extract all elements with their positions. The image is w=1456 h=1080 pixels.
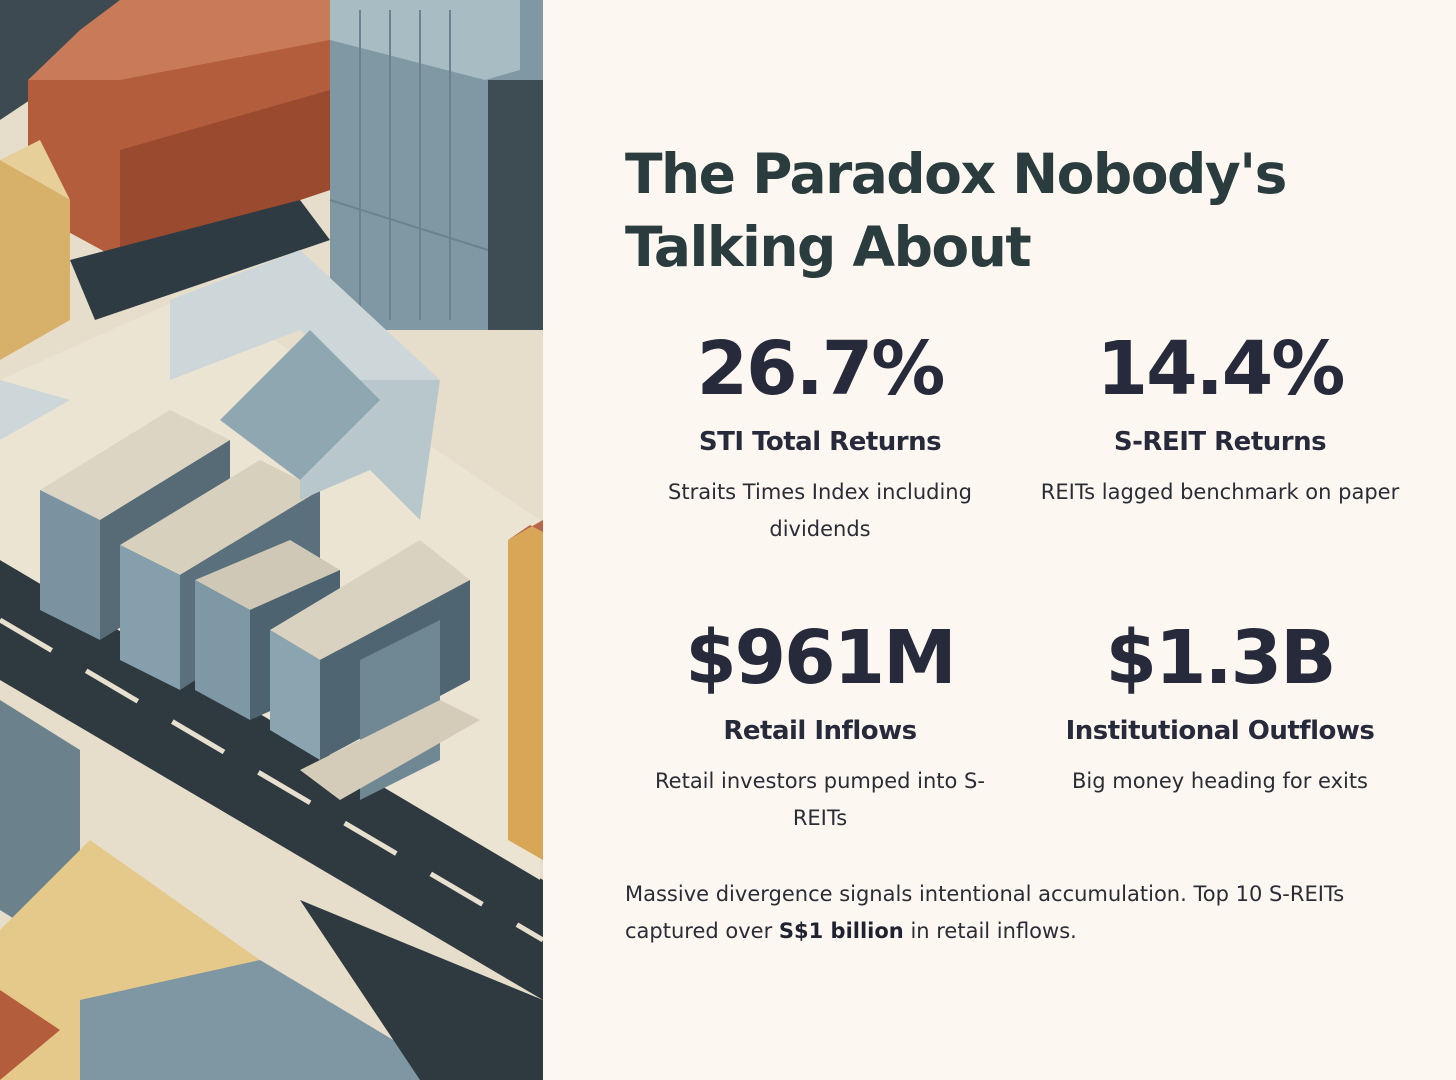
stat-value: $1.3B [1105, 615, 1337, 701]
content-panel: The Paradox Nobody's Talking About 26.7%… [625, 0, 1415, 1080]
stat-label: STI Total Returns [698, 427, 942, 457]
summary-text-end: in retail inflows. [903, 919, 1077, 943]
summary-text: Massive divergence signals intentional a… [625, 876, 1415, 950]
isometric-city-arrows-image [0, 0, 543, 1080]
summary-text-start: Massive divergence signals intentional a… [625, 882, 1345, 943]
stat-description: Straits Times Index including dividends [668, 480, 972, 541]
stat-label: S-REIT Returns [1113, 427, 1327, 457]
stat-value: 26.7% [696, 326, 946, 412]
stat-description: Retail investors pumped into S-REITs [655, 769, 985, 830]
stat-label: Retail Inflows [723, 716, 917, 746]
stat-card-institutional-outflows: $1.3B Institutional Outflows Big money h… [1025, 613, 1415, 800]
stat-card-sti: 26.7% STI Total Returns Straits Times In… [625, 324, 1015, 548]
stat-value: 14.4% [1096, 326, 1346, 412]
stat-card-retail-inflows: $961M Retail Inflows Retail investors pu… [625, 613, 1015, 837]
stat-value: $961M [685, 615, 957, 701]
stat-label: Institutional Outflows [1065, 716, 1375, 746]
hero-illustration [0, 0, 543, 1080]
page-title: The Paradox Nobody's Talking About [625, 142, 1287, 279]
stat-description: REITs lagged benchmark on paper [1040, 480, 1400, 504]
stat-card-sreit: 14.4% S-REIT Returns REITs lagged benchm… [1025, 324, 1415, 511]
stat-description: Big money heading for exits [1072, 769, 1368, 793]
summary-highlight: S$1 billion [778, 919, 904, 943]
